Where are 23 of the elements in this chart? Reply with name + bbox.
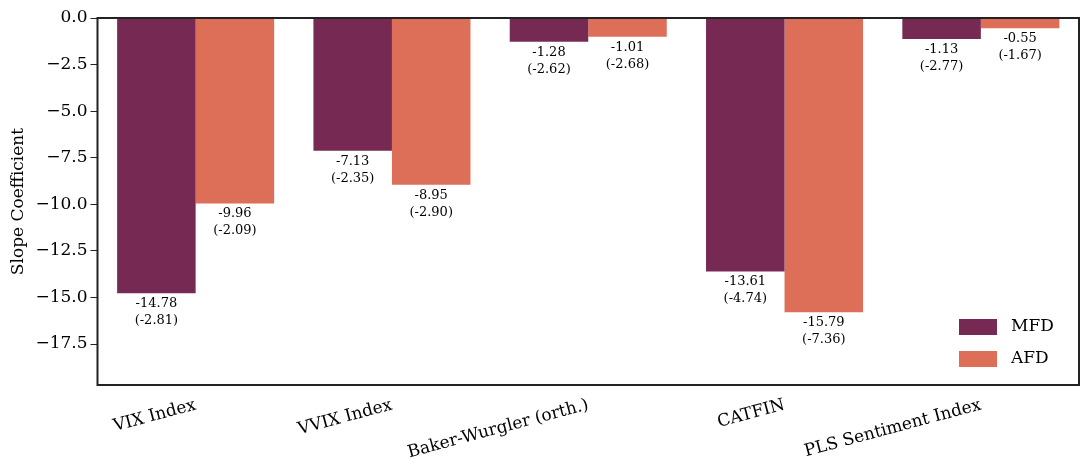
data-label: -15.79 (-7.36) bbox=[802, 314, 846, 347]
data-label: -13.61 (-4.74) bbox=[723, 273, 768, 306]
data-label: -8.95 (-2.90) bbox=[409, 186, 453, 219]
x-tick-label: VVIX Index bbox=[294, 393, 395, 439]
y-tick-label: −12.5 bbox=[35, 239, 88, 260]
data-label: -14.78 (-2.81) bbox=[134, 295, 179, 328]
data-label: -1.01 (-2.68) bbox=[605, 38, 650, 71]
y-tick-label: −2.5 bbox=[46, 53, 88, 73]
y-tick-label: −15.0 bbox=[35, 285, 88, 306]
y-tick-label: −10.0 bbox=[35, 192, 88, 213]
data-label: -1.13 (-2.77) bbox=[919, 40, 964, 73]
x-tick-label: VIX Index bbox=[109, 393, 199, 436]
data-label: -1.28 (-2.62) bbox=[527, 43, 571, 76]
data-label: -7.13 (-2.35) bbox=[330, 152, 375, 185]
y-tick-label: −7.5 bbox=[46, 146, 88, 167]
y-axis-title: Slope Coefficient bbox=[6, 127, 27, 276]
legend-label: MFD bbox=[1011, 315, 1054, 336]
data-label: -9.96 (-2.09) bbox=[213, 205, 257, 238]
y-tick-label: −17.5 bbox=[35, 332, 88, 353]
y-tick-label: 0.0 bbox=[60, 6, 88, 27]
y-tick-label: −5.0 bbox=[46, 99, 88, 120]
data-label: -0.55 (-1.67) bbox=[998, 30, 1042, 63]
legend-label: AFD bbox=[1010, 347, 1049, 368]
